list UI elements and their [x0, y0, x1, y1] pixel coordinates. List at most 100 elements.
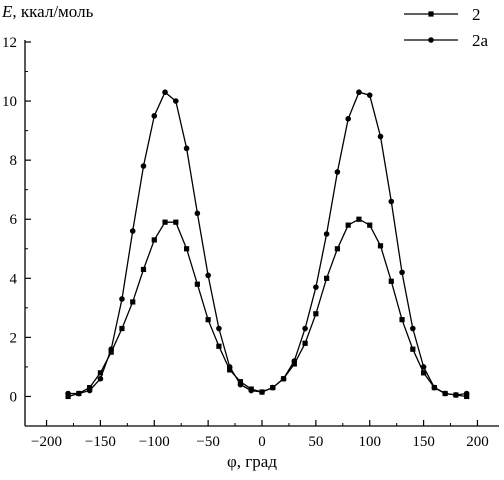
legend-marker-square — [428, 11, 434, 17]
data-point — [248, 387, 255, 394]
series-line — [67, 218, 467, 398]
data-point — [226, 364, 233, 370]
y-axis-unit: , ккал/моль — [12, 2, 94, 21]
data-point — [420, 364, 427, 370]
data-point — [108, 349, 114, 355]
data-point — [76, 390, 82, 397]
data-point — [151, 113, 158, 119]
data-point — [388, 198, 395, 205]
y-axis-ticks: 0 2 4 6 8 10 12 — [2, 35, 31, 405]
data-point — [151, 237, 157, 243]
data-point — [399, 317, 405, 323]
data-point — [356, 216, 362, 222]
x-axis-ticks: −200 −150 −100 −50 0 50 100 150 200 — [31, 420, 489, 450]
legend-label-2a: 2а — [472, 31, 489, 50]
data-point — [269, 384, 276, 391]
data-point — [356, 89, 362, 96]
y-axis-symbol: E — [2, 2, 13, 21]
x-tick-label: 0 — [258, 434, 266, 450]
data-point — [183, 246, 190, 252]
y-tick-label: 10 — [2, 94, 17, 110]
data-point — [86, 387, 93, 394]
data-point — [410, 325, 416, 332]
data-point — [65, 390, 71, 397]
x-tick-label: −200 — [31, 434, 62, 450]
x-tick-label: −100 — [139, 434, 170, 450]
data-point — [302, 340, 308, 346]
x-tick-label: 150 — [412, 434, 435, 450]
data-point — [97, 370, 104, 376]
data-point — [334, 246, 341, 252]
data-point — [366, 92, 373, 98]
data-point — [227, 367, 233, 373]
series-line — [68, 91, 467, 396]
data-point — [453, 392, 459, 398]
x-axis-label: φ, град — [227, 452, 277, 471]
data-point — [410, 346, 416, 352]
data-point — [237, 381, 244, 388]
y-tick-label: 8 — [10, 153, 18, 169]
data-point — [323, 231, 330, 237]
data-point — [420, 370, 427, 376]
legend-item-2: 2 — [404, 5, 481, 24]
data-point — [162, 89, 168, 96]
data-point — [399, 269, 405, 276]
data-point — [442, 390, 448, 397]
data-point — [334, 169, 341, 175]
data-point — [108, 346, 114, 353]
data-point — [194, 210, 201, 217]
data-point — [216, 325, 222, 332]
data-point — [129, 228, 136, 234]
data-point — [291, 358, 298, 364]
data-point — [280, 375, 287, 382]
y-tick-label: 12 — [2, 35, 17, 51]
data-point — [140, 266, 147, 273]
data-point — [431, 384, 438, 391]
data-point — [259, 389, 265, 395]
data-point — [119, 296, 125, 302]
y-tick-label: 4 — [10, 271, 18, 287]
data-point — [173, 98, 179, 104]
data-point — [302, 325, 308, 332]
x-tick-label: 50 — [308, 434, 323, 450]
data-point — [162, 219, 168, 225]
legend-marker-circle — [428, 37, 434, 43]
data-point — [140, 163, 147, 169]
data-point — [463, 390, 470, 397]
data-point — [216, 343, 222, 349]
y-tick-label: 2 — [10, 330, 18, 346]
legend-item-2a: 2а — [404, 31, 489, 50]
data-point — [388, 278, 394, 284]
data-point — [65, 393, 71, 400]
x-tick-label: −50 — [196, 434, 219, 450]
data-point — [367, 222, 373, 228]
y-tick-label: 6 — [10, 212, 18, 228]
data-point — [345, 222, 351, 228]
plot-frame — [24, 40, 499, 427]
data-point — [237, 379, 244, 385]
x-tick-label: 200 — [466, 434, 489, 450]
legend: 2 2а — [404, 5, 489, 50]
data-point — [324, 275, 330, 281]
data-point — [345, 116, 351, 122]
data-point — [377, 243, 384, 249]
legend-label-2: 2 — [472, 5, 481, 24]
data-point — [173, 219, 179, 225]
data-point — [205, 317, 211, 323]
data-point — [97, 375, 104, 382]
data-point — [205, 272, 211, 279]
data-point — [313, 311, 319, 317]
data-point — [183, 145, 190, 152]
data-point — [194, 281, 200, 287]
y-axis-label: E, ккал/моль — [2, 2, 93, 22]
y-tick-label: 0 — [10, 389, 18, 405]
data-point — [291, 361, 297, 367]
data-point — [377, 133, 384, 140]
data-point — [119, 325, 125, 332]
x-tick-label: −150 — [85, 434, 116, 450]
series-layer — [65, 89, 470, 400]
data-point — [130, 299, 136, 305]
data-point — [313, 284, 319, 290]
data-point — [87, 385, 93, 391]
